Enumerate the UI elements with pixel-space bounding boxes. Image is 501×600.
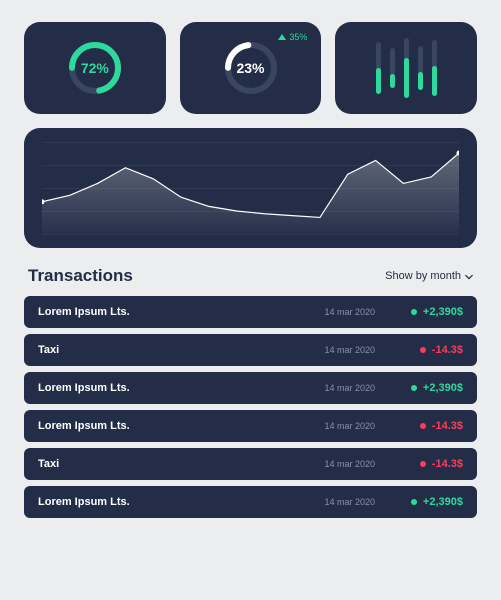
tx-date: 14 mar 2020 <box>324 497 375 507</box>
status-dot-negative <box>420 423 426 429</box>
transactions-list: Lorem Ipsum Lts.14 mar 2020+2,390$Taxi14… <box>24 296 477 518</box>
trend-indicator: 35% <box>278 32 307 42</box>
trend-up-icon <box>278 34 286 40</box>
table-row[interactable]: Taxi14 mar 2020 -14.3$ <box>24 448 477 480</box>
tx-date: 14 mar 2020 <box>324 307 375 317</box>
tx-name: Lorem Ipsum Lts. <box>38 382 324 394</box>
tx-amount-wrap: -14.3$ <box>393 344 463 356</box>
table-row[interactable]: Taxi14 mar 2020 -14.3$ <box>24 334 477 366</box>
trend-value: 35% <box>289 32 307 42</box>
tx-amount: +2,390$ <box>423 306 463 318</box>
tx-amount-wrap: +2,390$ <box>393 306 463 318</box>
tx-amount-wrap: -14.3$ <box>393 458 463 470</box>
grid-line <box>42 165 459 166</box>
bar-fill <box>418 72 423 90</box>
tx-amount: -14.3$ <box>432 458 463 470</box>
tx-date: 14 mar 2020 <box>324 345 375 355</box>
table-row[interactable]: Lorem Ipsum Lts.14 mar 2020 +2,390$ <box>24 372 477 404</box>
tx-amount-wrap: -14.3$ <box>393 420 463 432</box>
stat-card-1[interactable]: 72% <box>24 22 166 114</box>
bar-fill <box>390 74 395 88</box>
tx-amount: -14.3$ <box>432 420 463 432</box>
bar-column <box>376 42 381 94</box>
tx-date: 14 mar 2020 <box>324 459 375 469</box>
stat-card-2[interactable]: 35% 23% <box>180 22 322 114</box>
bar-fill <box>376 68 381 94</box>
tx-date: 14 mar 2020 <box>324 421 375 431</box>
stat-card-bars[interactable] <box>335 22 477 114</box>
filter-dropdown[interactable]: Show by month <box>385 270 473 282</box>
transactions-title: Transactions <box>28 266 133 286</box>
transactions-header: Transactions Show by month <box>24 266 477 286</box>
grid-line <box>42 234 459 235</box>
tx-amount-wrap: +2,390$ <box>393 382 463 394</box>
tx-name: Taxi <box>38 458 324 470</box>
bar-fill <box>432 66 437 96</box>
status-dot-positive <box>411 385 417 391</box>
donut-chart-1: 72% <box>66 39 124 97</box>
tx-date: 14 mar 2020 <box>324 383 375 393</box>
donut-chart-2: 23% <box>222 39 280 97</box>
table-row[interactable]: Lorem Ipsum Lts.14 mar 2020 -14.3$ <box>24 410 477 442</box>
status-dot-negative <box>420 347 426 353</box>
status-dot-positive <box>411 499 417 505</box>
grid-line <box>42 188 459 189</box>
tx-name: Taxi <box>38 344 324 356</box>
bar-column <box>418 46 423 90</box>
tx-name: Lorem Ipsum Lts. <box>38 420 324 432</box>
grid-line <box>42 211 459 212</box>
tx-amount: +2,390$ <box>423 496 463 508</box>
tx-name: Lorem Ipsum Lts. <box>38 306 324 318</box>
tx-amount: +2,390$ <box>423 382 463 394</box>
tx-name: Lorem Ipsum Lts. <box>38 496 324 508</box>
grid-line <box>42 142 459 143</box>
table-row[interactable]: Lorem Ipsum Lts.14 mar 2020 +2,390$ <box>24 486 477 518</box>
status-dot-positive <box>411 309 417 315</box>
bar-column <box>404 38 409 98</box>
donut-1-label: 72% <box>66 39 124 97</box>
area-chart-card[interactable] <box>24 128 477 248</box>
bar-column <box>432 40 437 96</box>
tx-amount: -14.3$ <box>432 344 463 356</box>
stats-row: 72% 35% 23% <box>24 22 477 114</box>
status-dot-negative <box>420 461 426 467</box>
tx-amount-wrap: +2,390$ <box>393 496 463 508</box>
donut-2-label: 23% <box>222 39 280 97</box>
bar-fill <box>404 58 409 98</box>
filter-label: Show by month <box>385 270 461 282</box>
bar-column <box>390 48 395 88</box>
table-row[interactable]: Lorem Ipsum Lts.14 mar 2020 +2,390$ <box>24 296 477 328</box>
chevron-down-icon <box>465 272 473 280</box>
